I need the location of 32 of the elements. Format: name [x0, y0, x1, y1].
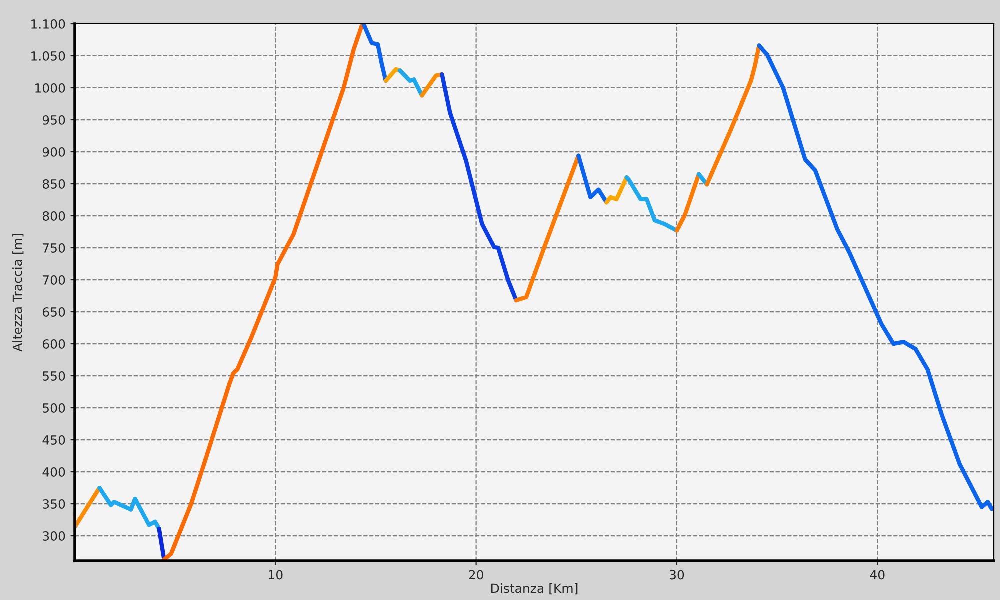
y-tick-label: 950: [42, 115, 66, 125]
y-tick-label: 600: [42, 339, 66, 349]
y-tick-label: 500: [43, 404, 66, 413]
y-tick-label: 350: [43, 500, 66, 509]
line-series: [704, 44, 762, 187]
y-tick-label: 850: [42, 179, 66, 189]
line-series: [514, 154, 581, 303]
y-tick-label: 300: [43, 532, 66, 541]
y-tick-label: 550: [43, 372, 66, 381]
x-tick-label: 30: [670, 570, 684, 580]
x-axis-title: Distanza [Km]: [492, 584, 578, 595]
line-series: [440, 72, 519, 303]
x-tick-label: 40: [870, 570, 885, 580]
y-tick-label: 800: [42, 211, 66, 221]
line-series: [98, 486, 162, 532]
y-tick-label: 650: [42, 307, 66, 317]
y-tick-label: 1.050: [32, 51, 66, 61]
line-series: [362, 24, 388, 84]
line-series: [576, 154, 609, 205]
y-tick-label: 900: [42, 147, 66, 157]
line-series: [757, 44, 994, 512]
y-tick-label: 1.100: [32, 19, 66, 29]
y-tick-label: 750: [43, 243, 66, 253]
y-tick-label: 1000: [36, 83, 66, 93]
y-tick-label: 400: [42, 468, 66, 477]
line-series: [398, 68, 424, 98]
line-series: [604, 176, 629, 205]
y-axis-title: Altezza Traccia [m]: [12, 234, 24, 352]
x-tick-label: 10: [269, 570, 283, 580]
y-tick-label: 450: [42, 436, 66, 445]
y-tick-label: 700: [43, 275, 66, 285]
x-tick-label: 20: [469, 570, 484, 580]
